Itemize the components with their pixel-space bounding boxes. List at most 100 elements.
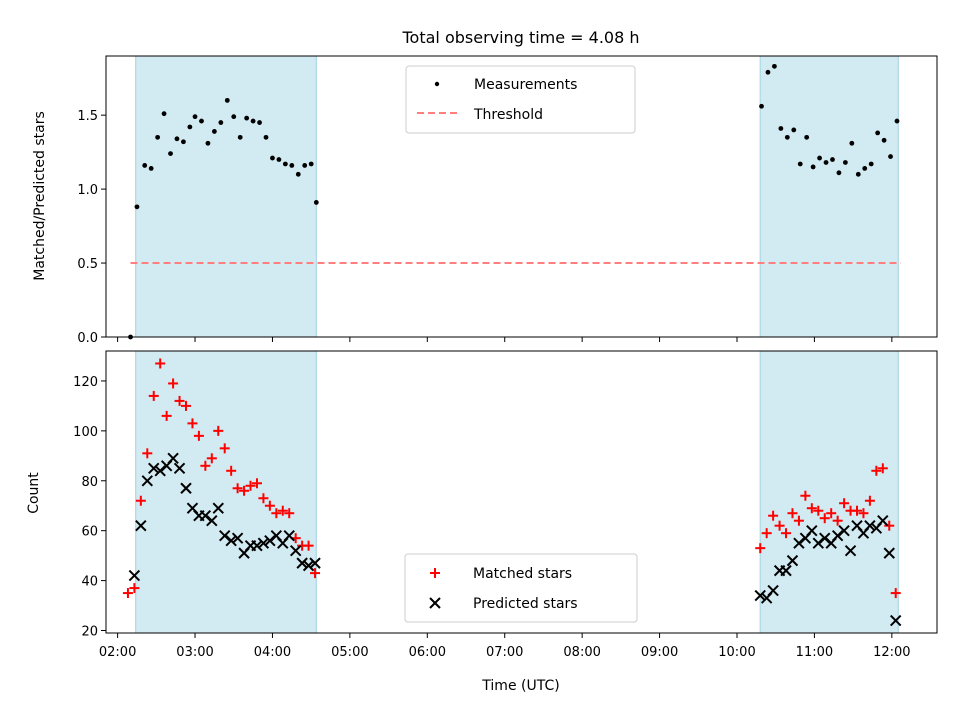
predicted-star-point xyxy=(831,529,844,542)
matched-star-point xyxy=(774,520,785,531)
matched-star-point xyxy=(877,463,888,474)
x-tick-label: 08:00 xyxy=(563,645,600,660)
matched-star-point xyxy=(871,465,882,476)
matched-star-point xyxy=(864,495,875,506)
measurement-point xyxy=(289,163,295,168)
measurement-point xyxy=(759,103,764,109)
predicted-star-point xyxy=(212,502,224,514)
x-tick-label: 06:00 xyxy=(409,645,446,660)
measurement-point xyxy=(868,161,874,167)
top-legend-box xyxy=(405,65,636,134)
measurement-point xyxy=(295,171,301,177)
predicted-star-point xyxy=(767,584,779,597)
top-y-axis-label: Matched/Predicted stars xyxy=(32,111,48,281)
matched-star-point xyxy=(271,508,282,519)
predicted-star-point xyxy=(302,559,315,572)
predicted-star-point xyxy=(309,557,321,569)
measurement-point xyxy=(199,118,204,124)
bottom-legend-box xyxy=(404,553,638,623)
matched-star-point xyxy=(787,508,798,519)
matched-star-point xyxy=(832,515,843,526)
predicted-star-point xyxy=(199,510,212,522)
count-panel: 20 40 60 80 100 120 02:00 03:00 04:00 05:00 06:00… xyxy=(26,350,938,694)
bottom-observing-windows xyxy=(135,351,899,633)
measurement-point xyxy=(270,155,275,161)
legend-matched-marker xyxy=(430,568,440,578)
measurement-point xyxy=(797,161,803,167)
predicted-star-point xyxy=(296,557,308,569)
measurement-point xyxy=(282,161,288,167)
matched-star-point xyxy=(187,418,198,429)
measurement-point xyxy=(161,111,167,117)
measurement-point xyxy=(313,200,319,205)
predicted-star-point xyxy=(257,537,270,549)
predicted-star-point xyxy=(264,534,276,547)
predicted-star-point xyxy=(180,482,192,494)
measurement-point xyxy=(187,124,193,130)
matched-star-point xyxy=(277,505,288,516)
predicted-star-point xyxy=(877,514,889,527)
predicted-star-point xyxy=(883,547,895,559)
measurement-point xyxy=(250,118,256,124)
measurement-point xyxy=(836,170,842,176)
measurement-point xyxy=(142,163,148,168)
matched-star-point xyxy=(174,395,185,406)
measurement-point xyxy=(894,118,900,124)
top-legend: Measurements Threshold xyxy=(405,65,636,134)
x-tick-label: 02:00 xyxy=(99,645,136,660)
measurement-point xyxy=(810,164,816,170)
predicted-star-point xyxy=(148,462,160,474)
measurement-point xyxy=(823,160,829,165)
matched-star-point xyxy=(206,453,217,464)
measurement-point xyxy=(308,161,314,167)
measurement-point xyxy=(772,63,777,69)
matched-star-point xyxy=(761,528,772,539)
measurement-point xyxy=(830,157,835,162)
measurement-point xyxy=(817,155,822,161)
legend-measurement-marker xyxy=(434,81,440,87)
matched-star-point xyxy=(129,583,140,594)
measurement-point xyxy=(849,140,855,146)
x-tick-label: 11:00 xyxy=(796,645,833,660)
matched-star-point xyxy=(168,378,179,389)
matched-star-point xyxy=(858,508,869,519)
measurement-point xyxy=(174,136,180,142)
measurement-point xyxy=(263,134,269,140)
x-tick-label: 10:00 xyxy=(718,645,755,660)
matched-star-point xyxy=(181,400,192,411)
matched-star-point xyxy=(245,480,256,491)
measurement-point xyxy=(192,114,198,120)
predicted-star-point xyxy=(251,539,263,552)
bottom-x-ticks: 02:00 03:00 04:00 05:00 06:00 07:00 08:00 09:00… xyxy=(99,633,911,660)
predicted-star-point xyxy=(283,529,295,542)
matched-star-point xyxy=(826,508,837,519)
ratio-panel: 0.0 0.5 1.0 1.5 Matched/Predicted stars Mea… xyxy=(32,55,938,346)
measurement-point xyxy=(302,163,308,168)
bottom-y-tick-label: 100 xyxy=(73,425,98,440)
x-tick-label: 03:00 xyxy=(176,645,213,660)
measurement-point xyxy=(218,120,224,125)
matched-star-point xyxy=(232,483,243,494)
matched-star-point xyxy=(755,543,766,554)
predicted-star-point xyxy=(231,532,244,544)
predicted-star-point xyxy=(173,462,186,474)
bottom-y-tick-label: 40 xyxy=(81,575,98,590)
legend-matched-label: Matched stars xyxy=(473,566,572,582)
measurement-point xyxy=(168,151,173,157)
measurement-point xyxy=(804,134,810,140)
x-tick-label: 12:00 xyxy=(873,645,910,660)
matched-star-point xyxy=(135,495,146,506)
measurement-point xyxy=(148,166,154,171)
measurement-point xyxy=(205,140,211,146)
matched-star-point xyxy=(148,390,159,401)
measurement-point xyxy=(224,97,230,103)
matched-star-point xyxy=(819,513,830,524)
measurement-point xyxy=(842,160,848,165)
bottom-axes-frame xyxy=(105,350,938,634)
measurement-point xyxy=(276,157,282,162)
top-x-ticks xyxy=(117,337,893,342)
predicted-star-point xyxy=(786,554,799,567)
matched-star-point xyxy=(264,500,275,511)
measurement-point xyxy=(881,137,887,143)
matched-star-point xyxy=(213,425,224,436)
